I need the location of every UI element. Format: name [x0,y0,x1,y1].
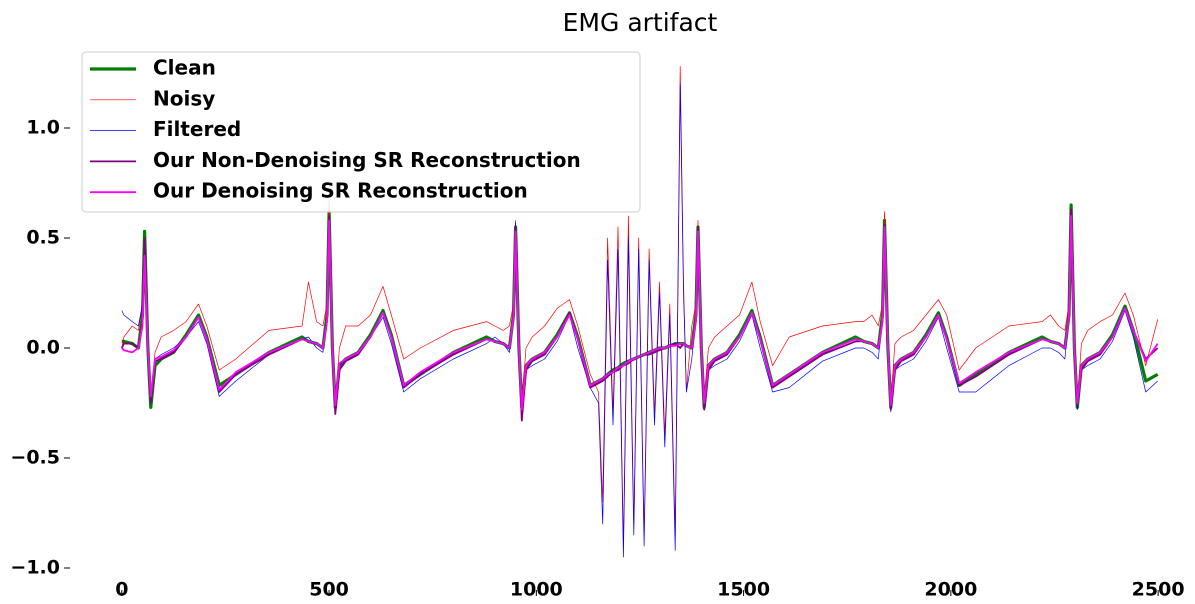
legend-box [81,51,641,213]
series-line [121,66,1159,547]
legend-label: Our Non-Denoising SR Reconstruction [153,148,581,172]
legend-label: Our Denoising SR Reconstruction [153,179,528,203]
y-tick-label: 1.0 [26,117,60,139]
x-tick-label: 1000 [510,579,563,601]
x-tick-label: 500 [309,579,349,601]
y-tick-label: 0.0 [26,337,60,359]
y-tick-label: 0.5 [26,227,60,249]
legend-label: Clean [153,56,216,80]
x-tick-label: 0 [115,579,128,601]
series-line [121,83,1158,558]
x-tick-label: 1500 [717,579,770,601]
legend-label: Filtered [153,117,241,141]
x-tick-label: 2000 [924,579,977,601]
x-tick-label: 2500 [1132,579,1185,601]
series-line [121,215,1159,411]
y-tick-label: −0.5 [10,447,60,469]
y-tick-label: −1.0 [10,557,60,579]
legend-label: Noisy [153,86,215,110]
chart-title: EMG artifact [563,8,718,37]
